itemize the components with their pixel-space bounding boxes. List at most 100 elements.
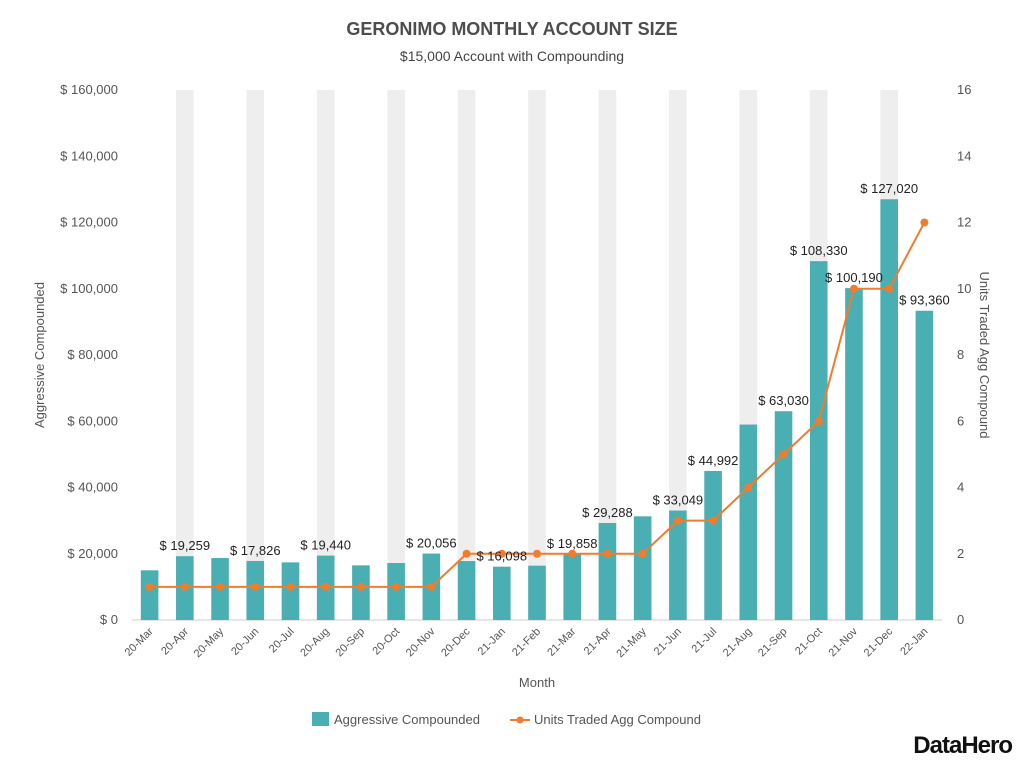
data-label: $ 44,992 [688, 453, 739, 468]
y2-tick-label: 8 [957, 347, 964, 362]
bar [387, 563, 405, 620]
y-axis-left: $ 0 $ 20,000 $ 40,000 $ 60,000 $ 80,000 $ 100… [60, 82, 118, 627]
chart-subtitle: $15,000 Account with Compounding [400, 48, 624, 64]
line-point [709, 516, 718, 525]
y2-tick-label: 14 [957, 148, 971, 163]
bar [492, 566, 511, 620]
y-tick-label: $ 80,000 [67, 347, 118, 362]
x-tick-label: 20-Dec [439, 625, 473, 659]
bar [598, 522, 617, 620]
chart-title: GERONIMO MONTHLY ACCOUNT SIZE [346, 19, 677, 39]
data-label: $ 63,030 [758, 393, 809, 408]
y-axis-title: Aggressive Compounded [32, 282, 47, 428]
line-point [216, 582, 225, 591]
bar [809, 261, 828, 620]
x-tick-label: 21-Dec [862, 625, 896, 659]
legend: Aggressive Compounded Units Traded Agg C… [312, 712, 701, 727]
y2-tick-label: 12 [957, 215, 971, 230]
line-point [673, 516, 682, 525]
y2-axis-title: Units Traded Agg Compound [977, 272, 992, 439]
x-tick-label: 21-Nov [827, 625, 861, 659]
x-tick-label: 20-Oct [370, 626, 402, 658]
data-label: $ 16,098 [476, 549, 527, 564]
background-band [176, 90, 194, 620]
line-point [920, 218, 929, 227]
data-labels: $ 19,259 $ 17,826 $ 19,440 $ 20,056 $ 16,098… [160, 181, 950, 563]
line-point [638, 549, 647, 558]
background-band [669, 90, 687, 620]
line-point [356, 582, 365, 591]
y-tick-label: $ 40,000 [67, 480, 118, 495]
x-tick-label: 21-Mar [545, 625, 578, 658]
y-tick-label: $ 60,000 [67, 413, 118, 428]
background-band [528, 90, 546, 620]
y2-tick-label: 10 [957, 281, 971, 296]
bar [528, 565, 546, 620]
data-label: $ 19,259 [160, 538, 211, 553]
line-series [145, 218, 929, 591]
y-axis-right: 0 2 4 6 8 10 12 14 16 [957, 82, 971, 627]
bar [774, 411, 793, 620]
line-point [251, 582, 260, 591]
data-label: $ 100,190 [825, 270, 883, 285]
y2-tick-label: 2 [957, 546, 964, 561]
x-axis-title: Month [519, 675, 555, 690]
line-point [533, 549, 541, 558]
line-point [849, 284, 858, 293]
bar [739, 424, 758, 620]
line-point [744, 483, 753, 492]
bar [915, 310, 934, 620]
x-axis: 20-Mar 20-Apr 20-May 20-Jun 20-Jul 20-Aug 20-S… [123, 625, 931, 660]
line-point [885, 284, 894, 293]
x-tick-label: 20-Sep [333, 626, 367, 660]
x-tick-label: 21-Jun [652, 626, 684, 658]
data-label: $ 17,826 [230, 543, 281, 558]
bar [845, 288, 863, 620]
data-label: $ 19,858 [547, 536, 598, 551]
x-tick-label: 21-Jul [690, 626, 720, 656]
x-tick-label: 20-Aug [298, 626, 332, 660]
x-tick-label: 20-Nov [404, 625, 438, 659]
bar [633, 516, 652, 620]
background-band [246, 90, 265, 620]
line-point [392, 582, 401, 591]
x-tick-label: 21-May [614, 625, 649, 660]
x-tick-label: 21-Sep [756, 626, 790, 660]
line-point [427, 582, 436, 591]
line-point [497, 549, 506, 558]
y2-tick-label: 16 [957, 82, 971, 97]
x-tick-label: 20-Jul [267, 626, 297, 656]
x-tick-label: 22-Jan [898, 626, 930, 658]
data-label: $ 20,056 [406, 536, 457, 551]
x-tick-label: 21-Feb [510, 626, 543, 659]
y2-tick-label: 4 [957, 480, 964, 495]
data-label: $ 108,330 [790, 243, 848, 258]
bar [563, 554, 582, 620]
legend-swatch-marker [516, 716, 524, 724]
bar [457, 561, 476, 620]
background-band [387, 90, 405, 620]
y-tick-label: $ 160,000 [60, 82, 118, 97]
y-tick-label: $ 20,000 [67, 546, 118, 561]
data-label: $ 19,440 [300, 538, 351, 553]
data-label: $ 29,288 [582, 505, 633, 520]
background-band [598, 90, 617, 620]
y-tick-label: $ 120,000 [60, 215, 118, 230]
data-label: $ 93,360 [899, 293, 950, 308]
y-tick-label: $ 0 [100, 612, 118, 627]
data-label: $ 127,020 [860, 181, 918, 196]
bar [880, 199, 898, 620]
line-point [286, 582, 295, 591]
line-point [145, 582, 154, 591]
bar [704, 470, 722, 620]
y-tick-label: $ 100,000 [60, 281, 118, 296]
legend-label-line: Units Traded Agg Compound [534, 712, 701, 727]
datahero-logo: DataHero [913, 732, 1013, 759]
y-tick-label: $ 140,000 [60, 148, 118, 163]
bar [281, 562, 300, 620]
y2-tick-label: 6 [957, 413, 964, 428]
line-point [321, 582, 330, 591]
background-band [457, 90, 476, 620]
line-point [603, 549, 612, 558]
